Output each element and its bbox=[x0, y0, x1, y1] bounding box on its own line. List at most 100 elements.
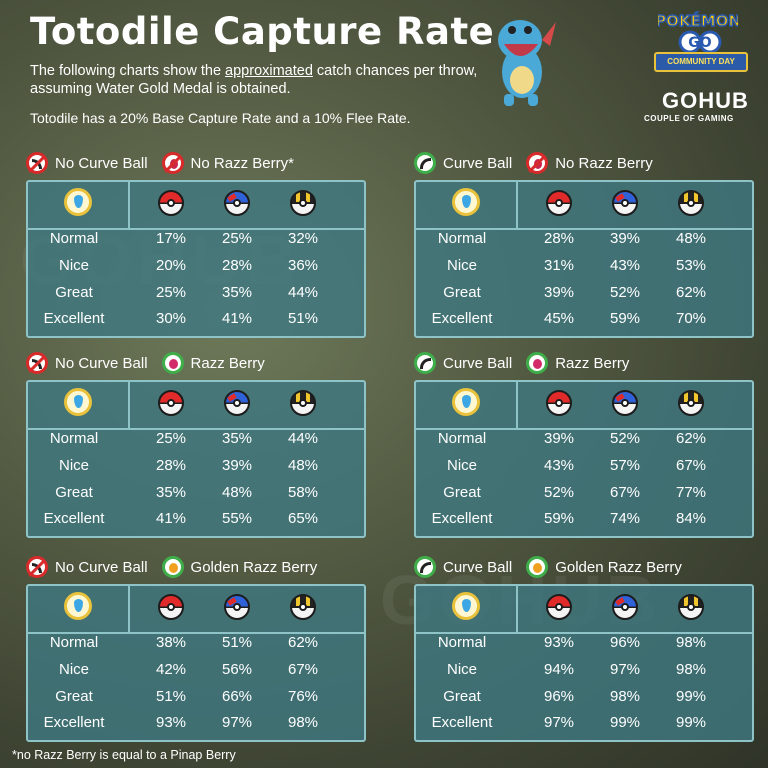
ultra-ball-rate: 53% bbox=[675, 257, 707, 274]
poke-ball-icon bbox=[546, 390, 572, 416]
great-ball-rate: 43% bbox=[609, 257, 641, 274]
poke-ball-rate: 93% bbox=[155, 714, 187, 731]
berry-label: No Razz Berry* bbox=[190, 154, 294, 172]
poke-ball-rate: 43% bbox=[543, 457, 575, 474]
water-gold-medal-icon bbox=[64, 188, 92, 216]
curve-label: No Curve Ball bbox=[55, 354, 148, 372]
ultra-ball-icon bbox=[678, 594, 704, 620]
water-gold-medal-icon bbox=[452, 188, 480, 216]
ultra-ball-rate: 67% bbox=[287, 661, 319, 678]
capture-rate-table: Normal 38% 51% 62% Nice 42% 56% 67% Great 51% 66% 7… bbox=[26, 584, 366, 742]
throw-type-label: Excellent bbox=[431, 310, 493, 327]
gohub-logo: GOHUB bbox=[662, 88, 749, 113]
curve-label: Curve Ball bbox=[443, 154, 513, 172]
subtitle-pre: The following charts show the bbox=[30, 63, 226, 79]
curve-ball-icon bbox=[414, 152, 436, 174]
table-column-header bbox=[28, 382, 364, 430]
razz-berry-icon bbox=[526, 352, 549, 374]
ultra-ball-rate: 84% bbox=[675, 510, 707, 527]
curve-label: Curve Ball bbox=[443, 558, 513, 576]
ultra-ball-rate: 44% bbox=[287, 430, 319, 447]
ultra-ball-icon bbox=[678, 390, 704, 416]
ultra-ball-rate: 98% bbox=[675, 634, 707, 651]
poke-ball-rate: 17% bbox=[155, 230, 187, 247]
ultra-ball-rate: 62% bbox=[675, 284, 707, 301]
poke-ball-icon bbox=[546, 190, 572, 216]
throw-type-label: Excellent bbox=[431, 714, 493, 731]
great-ball-rate: 39% bbox=[609, 230, 641, 247]
table-row: Great 51% 66% 76% bbox=[28, 688, 364, 714]
couple-of-gaming-text: COUPLE OF GAMING bbox=[644, 114, 734, 123]
column-divider bbox=[516, 586, 518, 632]
berry-label: Golden Razz Berry bbox=[190, 558, 318, 576]
great-ball-rate: 41% bbox=[221, 310, 253, 327]
no-curve-ball-icon bbox=[26, 352, 48, 374]
water-gold-medal-icon bbox=[64, 592, 92, 620]
great-ball-rate: 98% bbox=[609, 688, 641, 705]
page-subtitle: The following charts show the approximat… bbox=[30, 62, 500, 98]
ultra-ball-rate: 67% bbox=[675, 457, 707, 474]
table-row: Normal 17% 25% 32% bbox=[28, 230, 364, 256]
great-ball-rate: 97% bbox=[609, 661, 641, 678]
great-ball-rate: 99% bbox=[609, 714, 641, 731]
table-header-conditions: Curve Ball Razz Berry bbox=[414, 350, 754, 376]
throw-type-label: Great bbox=[55, 484, 93, 501]
berry-label: Golden Razz Berry bbox=[555, 558, 682, 576]
ultra-ball-rate: 48% bbox=[675, 230, 707, 247]
capture-rate-table: Normal 39% 52% 62% Nice 43% 57% 67% Great 52% 67% 7… bbox=[414, 380, 754, 538]
poke-ball-rate: 39% bbox=[543, 430, 575, 447]
poke-ball-icon bbox=[546, 594, 572, 620]
poke-ball-rate: 30% bbox=[155, 310, 187, 327]
throw-type-label: Normal bbox=[49, 634, 99, 651]
water-gold-medal-icon bbox=[452, 388, 480, 416]
poke-ball-rate: 52% bbox=[543, 484, 575, 501]
table-row: Great 96% 98% 99% bbox=[416, 688, 752, 714]
ultra-ball-rate: 70% bbox=[675, 310, 707, 327]
curve-label: No Curve Ball bbox=[55, 558, 148, 576]
table-row: Normal 38% 51% 62% bbox=[28, 634, 364, 660]
ultra-ball-rate: 98% bbox=[287, 714, 319, 731]
great-ball-icon bbox=[224, 190, 250, 216]
throw-type-label: Nice bbox=[58, 661, 89, 678]
curve-ball-icon bbox=[414, 352, 436, 374]
great-ball-icon bbox=[224, 594, 250, 620]
great-ball-rate: 48% bbox=[221, 484, 253, 501]
throw-type-label: Nice bbox=[446, 257, 477, 274]
community-day-badge: COMMUNITY DAY bbox=[654, 52, 748, 72]
ultra-ball-rate: 62% bbox=[287, 634, 319, 651]
great-ball-rate: 57% bbox=[609, 457, 641, 474]
great-ball-rate: 35% bbox=[221, 430, 253, 447]
table-column-header bbox=[416, 182, 752, 230]
table-row: Great 39% 52% 62% bbox=[416, 284, 752, 310]
table-row: Normal 39% 52% 62% bbox=[416, 430, 752, 456]
poke-ball-rate: 28% bbox=[543, 230, 575, 247]
table-column-header bbox=[28, 182, 364, 230]
column-divider bbox=[128, 586, 130, 632]
ultra-ball-rate: 65% bbox=[287, 510, 319, 527]
table-row: Normal 93% 96% 98% bbox=[416, 634, 752, 660]
poke-ball-rate: 31% bbox=[543, 257, 575, 274]
table-column-header bbox=[416, 586, 752, 634]
no-razz-berry-icon bbox=[161, 152, 184, 174]
column-divider bbox=[516, 182, 518, 228]
great-ball-rate: 39% bbox=[221, 457, 253, 474]
great-ball-rate: 67% bbox=[609, 484, 641, 501]
poke-ball-rate: 97% bbox=[543, 714, 575, 731]
poke-ball-rate: 38% bbox=[155, 634, 187, 651]
svg-text:POKÉMON: POKÉMON bbox=[658, 11, 738, 30]
poke-ball-rate: 42% bbox=[155, 661, 187, 678]
great-ball-rate: 66% bbox=[221, 688, 253, 705]
table-header-conditions: No Curve Ball Golden Razz Berry bbox=[26, 554, 366, 580]
poke-ball-rate: 41% bbox=[155, 510, 187, 527]
table-row: Nice 31% 43% 53% bbox=[416, 257, 752, 283]
table-row: Excellent 41% 55% 65% bbox=[28, 510, 364, 536]
throw-type-label: Excellent bbox=[43, 510, 105, 527]
great-ball-icon bbox=[612, 594, 638, 620]
table-header-conditions: No Curve Ball Razz Berry bbox=[26, 350, 366, 376]
table-row: Great 52% 67% 77% bbox=[416, 484, 752, 510]
capture-rate-table: Normal 28% 39% 48% Nice 31% 43% 53% Great 39% 52% 6… bbox=[414, 180, 754, 338]
great-ball-rate: 96% bbox=[609, 634, 641, 651]
poke-ball-icon bbox=[158, 390, 184, 416]
throw-type-label: Great bbox=[55, 284, 93, 301]
ultra-ball-icon bbox=[290, 594, 316, 620]
